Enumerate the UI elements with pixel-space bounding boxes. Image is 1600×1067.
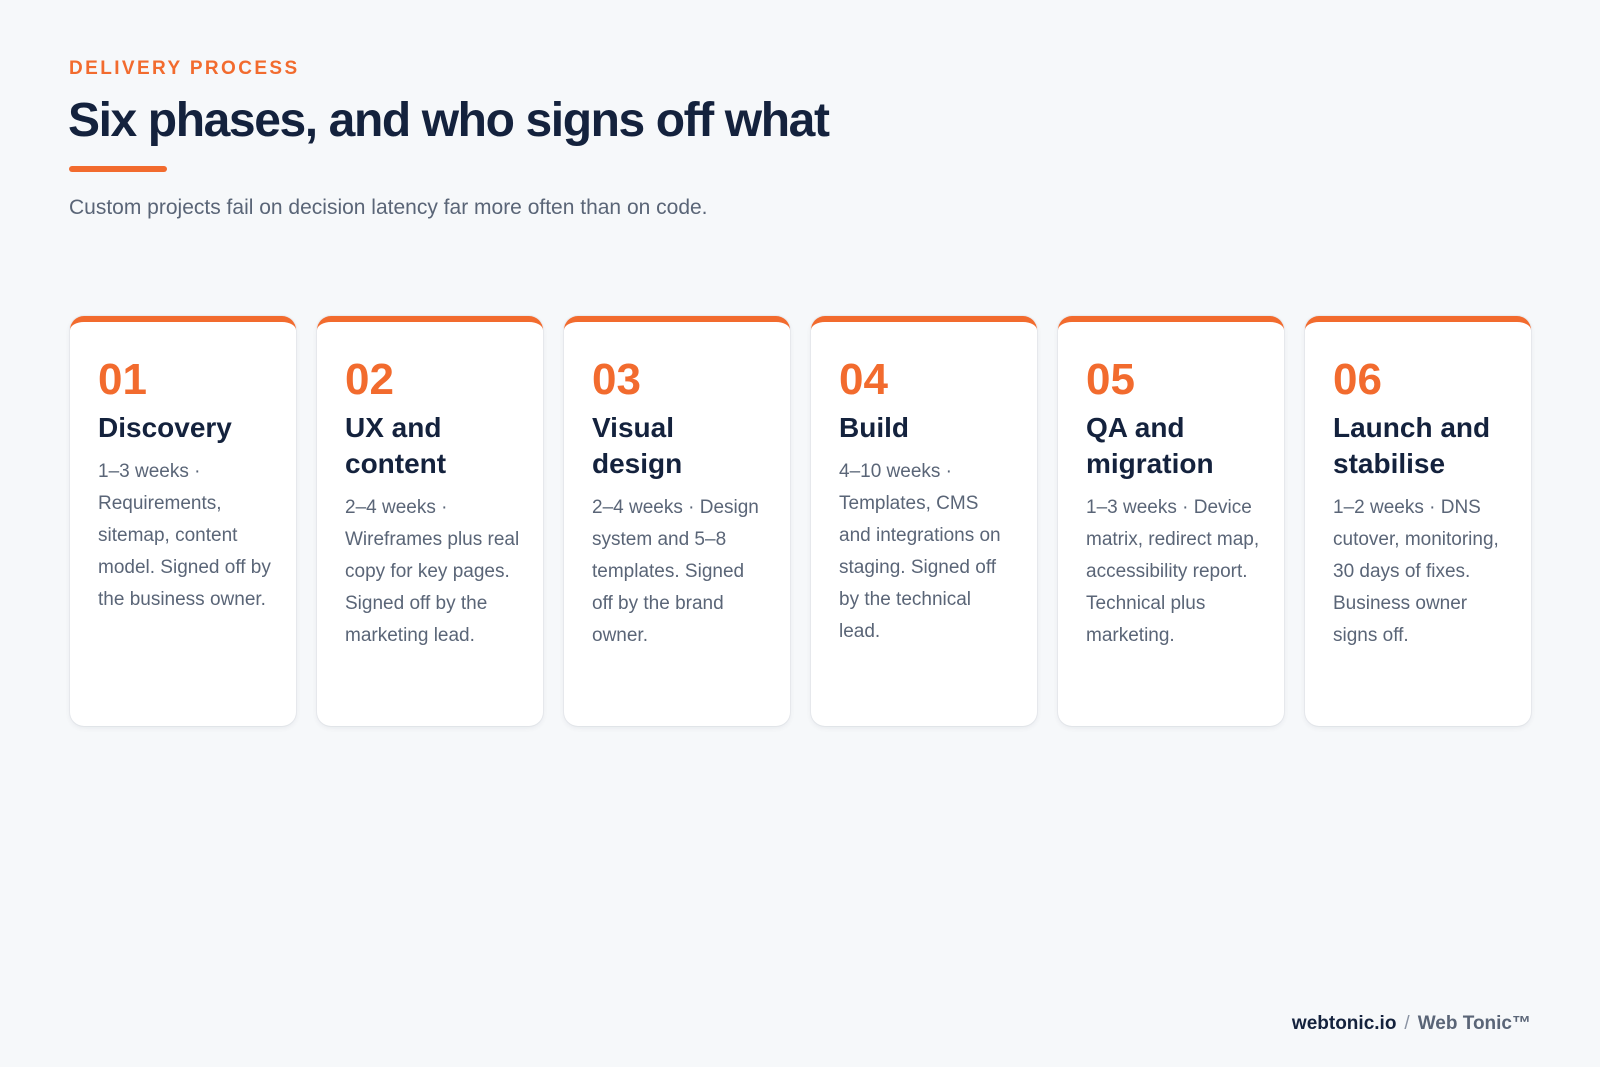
phase-number: 04 [839, 355, 888, 404]
phase-card-launch-and-stabilise: 06 Launch and stabilise 1–2 weeks · DNS … [1305, 316, 1531, 726]
page-title: Six phases, and who signs off what [68, 94, 830, 147]
phase-number: 03 [592, 355, 641, 404]
phase-card-visual-design: 03 Visual design 2–4 weeks · Design syst… [564, 316, 790, 726]
phase-card-discovery: 01 Discovery 1–3 weeks · Requirements, s… [70, 316, 296, 726]
phase-title: Build [839, 412, 909, 443]
title-underline [69, 166, 167, 172]
footer-separator: / [1404, 1013, 1410, 1034]
phase-description: 4–10 weeks · Templates, CMS and integrat… [839, 461, 1001, 642]
phase-title: Visual design [592, 412, 683, 479]
phase-card-build: 04 Build 4–10 weeks · Templates, CMS and… [811, 316, 1037, 726]
phase-title: Discovery [98, 412, 232, 443]
footer-brand: Web Tonic™ [1417, 1013, 1531, 1034]
phase-title: QA and migration [1086, 412, 1214, 479]
phase-number: 01 [98, 355, 147, 404]
phase-number: 05 [1086, 355, 1135, 404]
phase-description: 1–2 weeks · DNS cutover, monitoring, 30 … [1333, 497, 1499, 646]
phase-description: 1–3 weeks · Device matrix, redirect map,… [1086, 497, 1260, 646]
phase-number: 02 [345, 355, 394, 404]
section-eyebrow: DELIVERY PROCESS [69, 58, 300, 79]
phase-description: 2–4 weeks · Design system and 5–8 templa… [592, 497, 759, 646]
phase-card-ux-and-content: 02 UX and content 2–4 weeks · Wireframes… [317, 316, 543, 726]
phase-description: 1–3 weeks · Requirements, sitemap, conte… [98, 461, 271, 610]
phase-title: Launch and stabilise [1333, 412, 1491, 479]
phase-card-qa-and-migration: 05 QA and migration 1–3 weeks · Device m… [1058, 316, 1284, 726]
phase-title: UX and content [345, 412, 447, 479]
phase-number: 06 [1333, 355, 1382, 404]
footer-site: webtonic.io [1291, 1013, 1397, 1034]
page-subtitle: Custom projects fail on decision latency… [69, 196, 708, 219]
footer-credit: webtonic.io / Web Tonic™ [1292, 1013, 1531, 1035]
phase-cards: 01 Discovery 1–3 weeks · Requirements, s… [70, 316, 1531, 726]
phase-description: 2–4 weeks · Wireframes plus real copy fo… [345, 497, 520, 646]
